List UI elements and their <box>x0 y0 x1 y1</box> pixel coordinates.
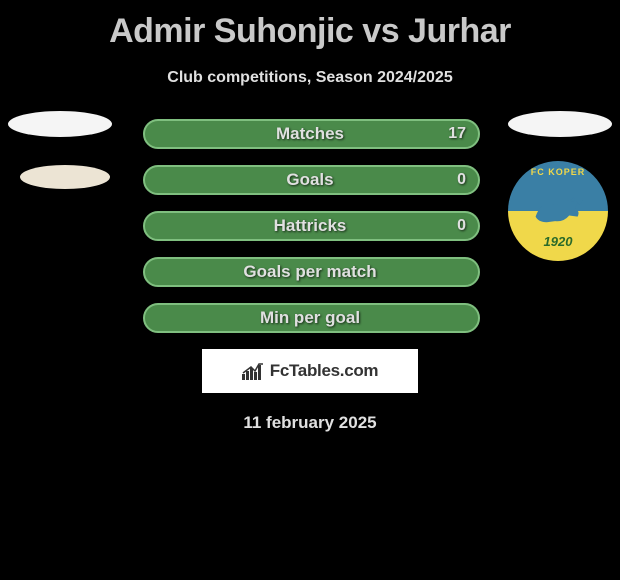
badge-year: 1920 <box>508 234 608 249</box>
right-placeholder-ellipse <box>508 111 612 137</box>
page-title: Admir Suhonjic vs Jurhar <box>0 0 620 51</box>
left-placeholder-ellipse-2 <box>20 165 110 189</box>
left-player-avatar-zone <box>8 111 112 189</box>
stat-bar-row: Min per goal <box>140 303 480 333</box>
stat-bar-row: Matches17 <box>140 119 480 149</box>
stat-bar-value-right: 0 <box>457 211 466 241</box>
left-placeholder-ellipse-1 <box>8 111 112 137</box>
stat-bar-label: Hattricks <box>140 211 480 241</box>
club-badge: FC KOPER 1920 <box>508 161 608 261</box>
stat-bar-row: Hattricks0 <box>140 211 480 241</box>
subtitle: Club competitions, Season 2024/2025 <box>0 69 620 87</box>
stat-bar-label: Goals per match <box>140 257 480 287</box>
watermark-text: FcTables.com <box>270 361 379 381</box>
stats-zone: FC KOPER 1920 Matches17Goals0Hattricks0G… <box>0 119 620 333</box>
stat-bar-label: Goals <box>140 165 480 195</box>
right-player-avatar-zone: FC KOPER 1920 <box>508 111 612 261</box>
stat-bars-list: Matches17Goals0Hattricks0Goals per match… <box>140 119 480 333</box>
watermark: FcTables.com <box>202 349 418 393</box>
comparison-card: Admir Suhonjic vs Jurhar Club competitio… <box>0 0 620 433</box>
stat-bar-label: Matches <box>140 119 480 149</box>
stat-bar-label: Min per goal <box>140 303 480 333</box>
date-label: 11 february 2025 <box>0 413 620 433</box>
watermark-chart-icon <box>242 362 264 380</box>
stat-bar-row: Goals per match <box>140 257 480 287</box>
stat-bar-value-right: 17 <box>448 119 466 149</box>
bull-icon <box>530 193 586 229</box>
stat-bar-value-right: 0 <box>457 165 466 195</box>
stat-bar-row: Goals0 <box>140 165 480 195</box>
badge-club-name: FC KOPER <box>508 167 608 177</box>
